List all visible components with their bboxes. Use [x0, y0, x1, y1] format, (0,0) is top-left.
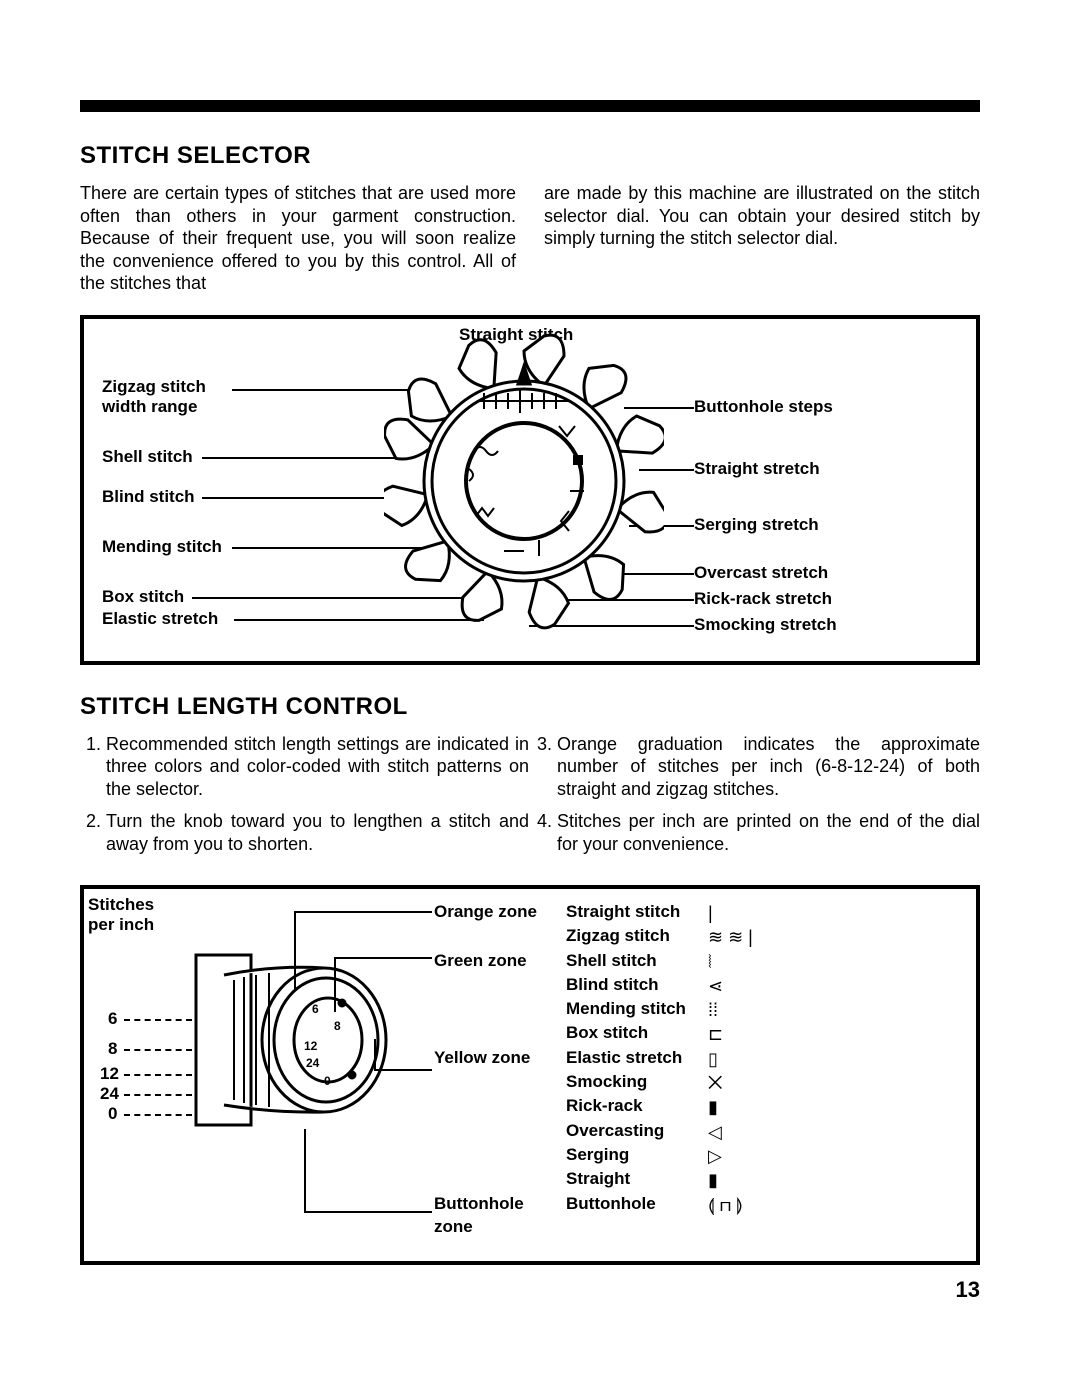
- leader: [294, 911, 432, 913]
- section2-title: STITCH LENGTH CONTROL: [80, 693, 980, 721]
- dial-right-0: Buttonhole steps: [694, 397, 833, 417]
- leader: [334, 957, 432, 959]
- stitch-sym: ▮: [708, 1095, 778, 1119]
- stitch-sym: ⟬ ⊓ ⟭: [708, 1193, 778, 1217]
- spi-title: Stitches per inch: [88, 895, 154, 935]
- stitch-label: Rick-rack: [566, 1095, 696, 1118]
- spi-2: 12: [100, 1064, 119, 1084]
- spi-1: 8: [108, 1039, 117, 1059]
- stitch-sym: ◁: [708, 1120, 778, 1144]
- leader: [202, 457, 402, 459]
- leader: [304, 1211, 432, 1213]
- instruction-item: Orange graduation indicates the approxim…: [557, 733, 980, 801]
- dash: [124, 1094, 192, 1096]
- dial-right-4: Rick-rack stretch: [694, 589, 832, 609]
- stitch-label: Shell stitch: [566, 950, 696, 973]
- stitch-sym: ⁞⁞: [708, 998, 778, 1022]
- zone-table: Orange zone Straight stitch | Zigzag stit…: [434, 901, 778, 1238]
- instruction-item: Turn the knob toward you to lengthen a s…: [106, 810, 529, 855]
- stitch-sym: ⨉: [708, 1071, 778, 1095]
- stitch-sym: ≋ ≋ |: [708, 925, 778, 949]
- spi-0: 6: [108, 1009, 117, 1029]
- leader-v: [294, 911, 296, 991]
- instruction-item: Recommended stitch length settings are i…: [106, 733, 529, 801]
- stitch-sym: ▮: [708, 1168, 778, 1192]
- stitch-sym: ⋖: [708, 974, 778, 998]
- zone-name-2: Yellow zone: [434, 1047, 554, 1070]
- stitch-label: Box stitch: [566, 1022, 696, 1045]
- stitch-label: Serging: [566, 1144, 696, 1167]
- stitch-selector-figure: Straight stitch Zigzag stitch width rang…: [80, 315, 980, 665]
- stitch-sym: ⊏: [708, 1022, 778, 1046]
- dial-right-5: Smocking stretch: [694, 615, 837, 635]
- stitch-length-figure: Stitches per inch 6 8 12 24 0 6: [80, 885, 980, 1265]
- stitch-sym: ▷: [708, 1144, 778, 1168]
- stitch-sym: ⦚: [708, 950, 778, 974]
- stitch-label: Mending stitch: [566, 998, 696, 1021]
- dash: [124, 1114, 192, 1116]
- svg-text:8: 8: [334, 1019, 341, 1033]
- stitch-sym: |: [708, 901, 778, 925]
- dial-left-3: Mending stitch: [102, 537, 222, 557]
- knob-icon: 6 8 12 24 0: [194, 935, 404, 1165]
- dash: [124, 1019, 192, 1021]
- instructions-list: Recommended stitch length settings are i…: [80, 733, 980, 866]
- instruction-item: Stitches per inch are printed on the end…: [557, 810, 980, 855]
- stitch-label: Blind stitch: [566, 974, 696, 997]
- section1-title: STITCH SELECTOR: [80, 142, 980, 170]
- dial-right-3: Overcast stretch: [694, 563, 828, 583]
- stitch-sym: ▯: [708, 1047, 778, 1071]
- svg-text:12: 12: [304, 1039, 318, 1053]
- dash: [124, 1074, 192, 1076]
- dial-left-1: Shell stitch: [102, 447, 193, 467]
- dial-left-0: Zigzag stitch width range: [102, 377, 206, 417]
- section1-col1: There are certain types of stitches that…: [80, 182, 516, 295]
- dial-left-5: Elastic stretch: [102, 609, 218, 629]
- stitch-label: Straight: [566, 1168, 696, 1191]
- stitch-label: Smocking: [566, 1071, 696, 1094]
- stitch-label: Elastic stretch: [566, 1047, 696, 1070]
- stitch-label: Buttonhole: [566, 1193, 696, 1216]
- leader: [374, 1069, 432, 1071]
- svg-text:6: 6: [312, 1002, 319, 1016]
- page-number: 13: [80, 1277, 980, 1303]
- zone-name-0: Orange zone: [434, 901, 554, 924]
- dial-right-1: Straight stretch: [694, 459, 820, 479]
- stitch-label: Overcasting: [566, 1120, 696, 1143]
- dial-right-2: Serging stretch: [694, 515, 819, 535]
- dial-left-4: Box stitch: [102, 587, 184, 607]
- svg-text:24: 24: [306, 1056, 320, 1070]
- section1-body: There are certain types of stitches that…: [80, 182, 980, 295]
- leader-v: [334, 957, 336, 1012]
- section1-col2: are made by this machine are illustrated…: [544, 182, 980, 295]
- zone-name-3: Buttonhole zone: [434, 1193, 554, 1239]
- leader-v: [304, 1129, 306, 1211]
- top-rule: [80, 100, 980, 112]
- leader-v: [374, 1039, 376, 1069]
- zone-name-1: Green zone: [434, 950, 554, 973]
- dash: [124, 1049, 192, 1051]
- spi-3: 24: [100, 1084, 119, 1104]
- stitch-label: Zigzag stitch: [566, 925, 696, 948]
- svg-text:0: 0: [324, 1074, 331, 1088]
- dial-left-2: Blind stitch: [102, 487, 195, 507]
- dial-icon: [384, 331, 664, 631]
- spi-4: 0: [108, 1104, 117, 1124]
- stitch-label: Straight stitch: [566, 901, 696, 924]
- leader: [202, 497, 407, 499]
